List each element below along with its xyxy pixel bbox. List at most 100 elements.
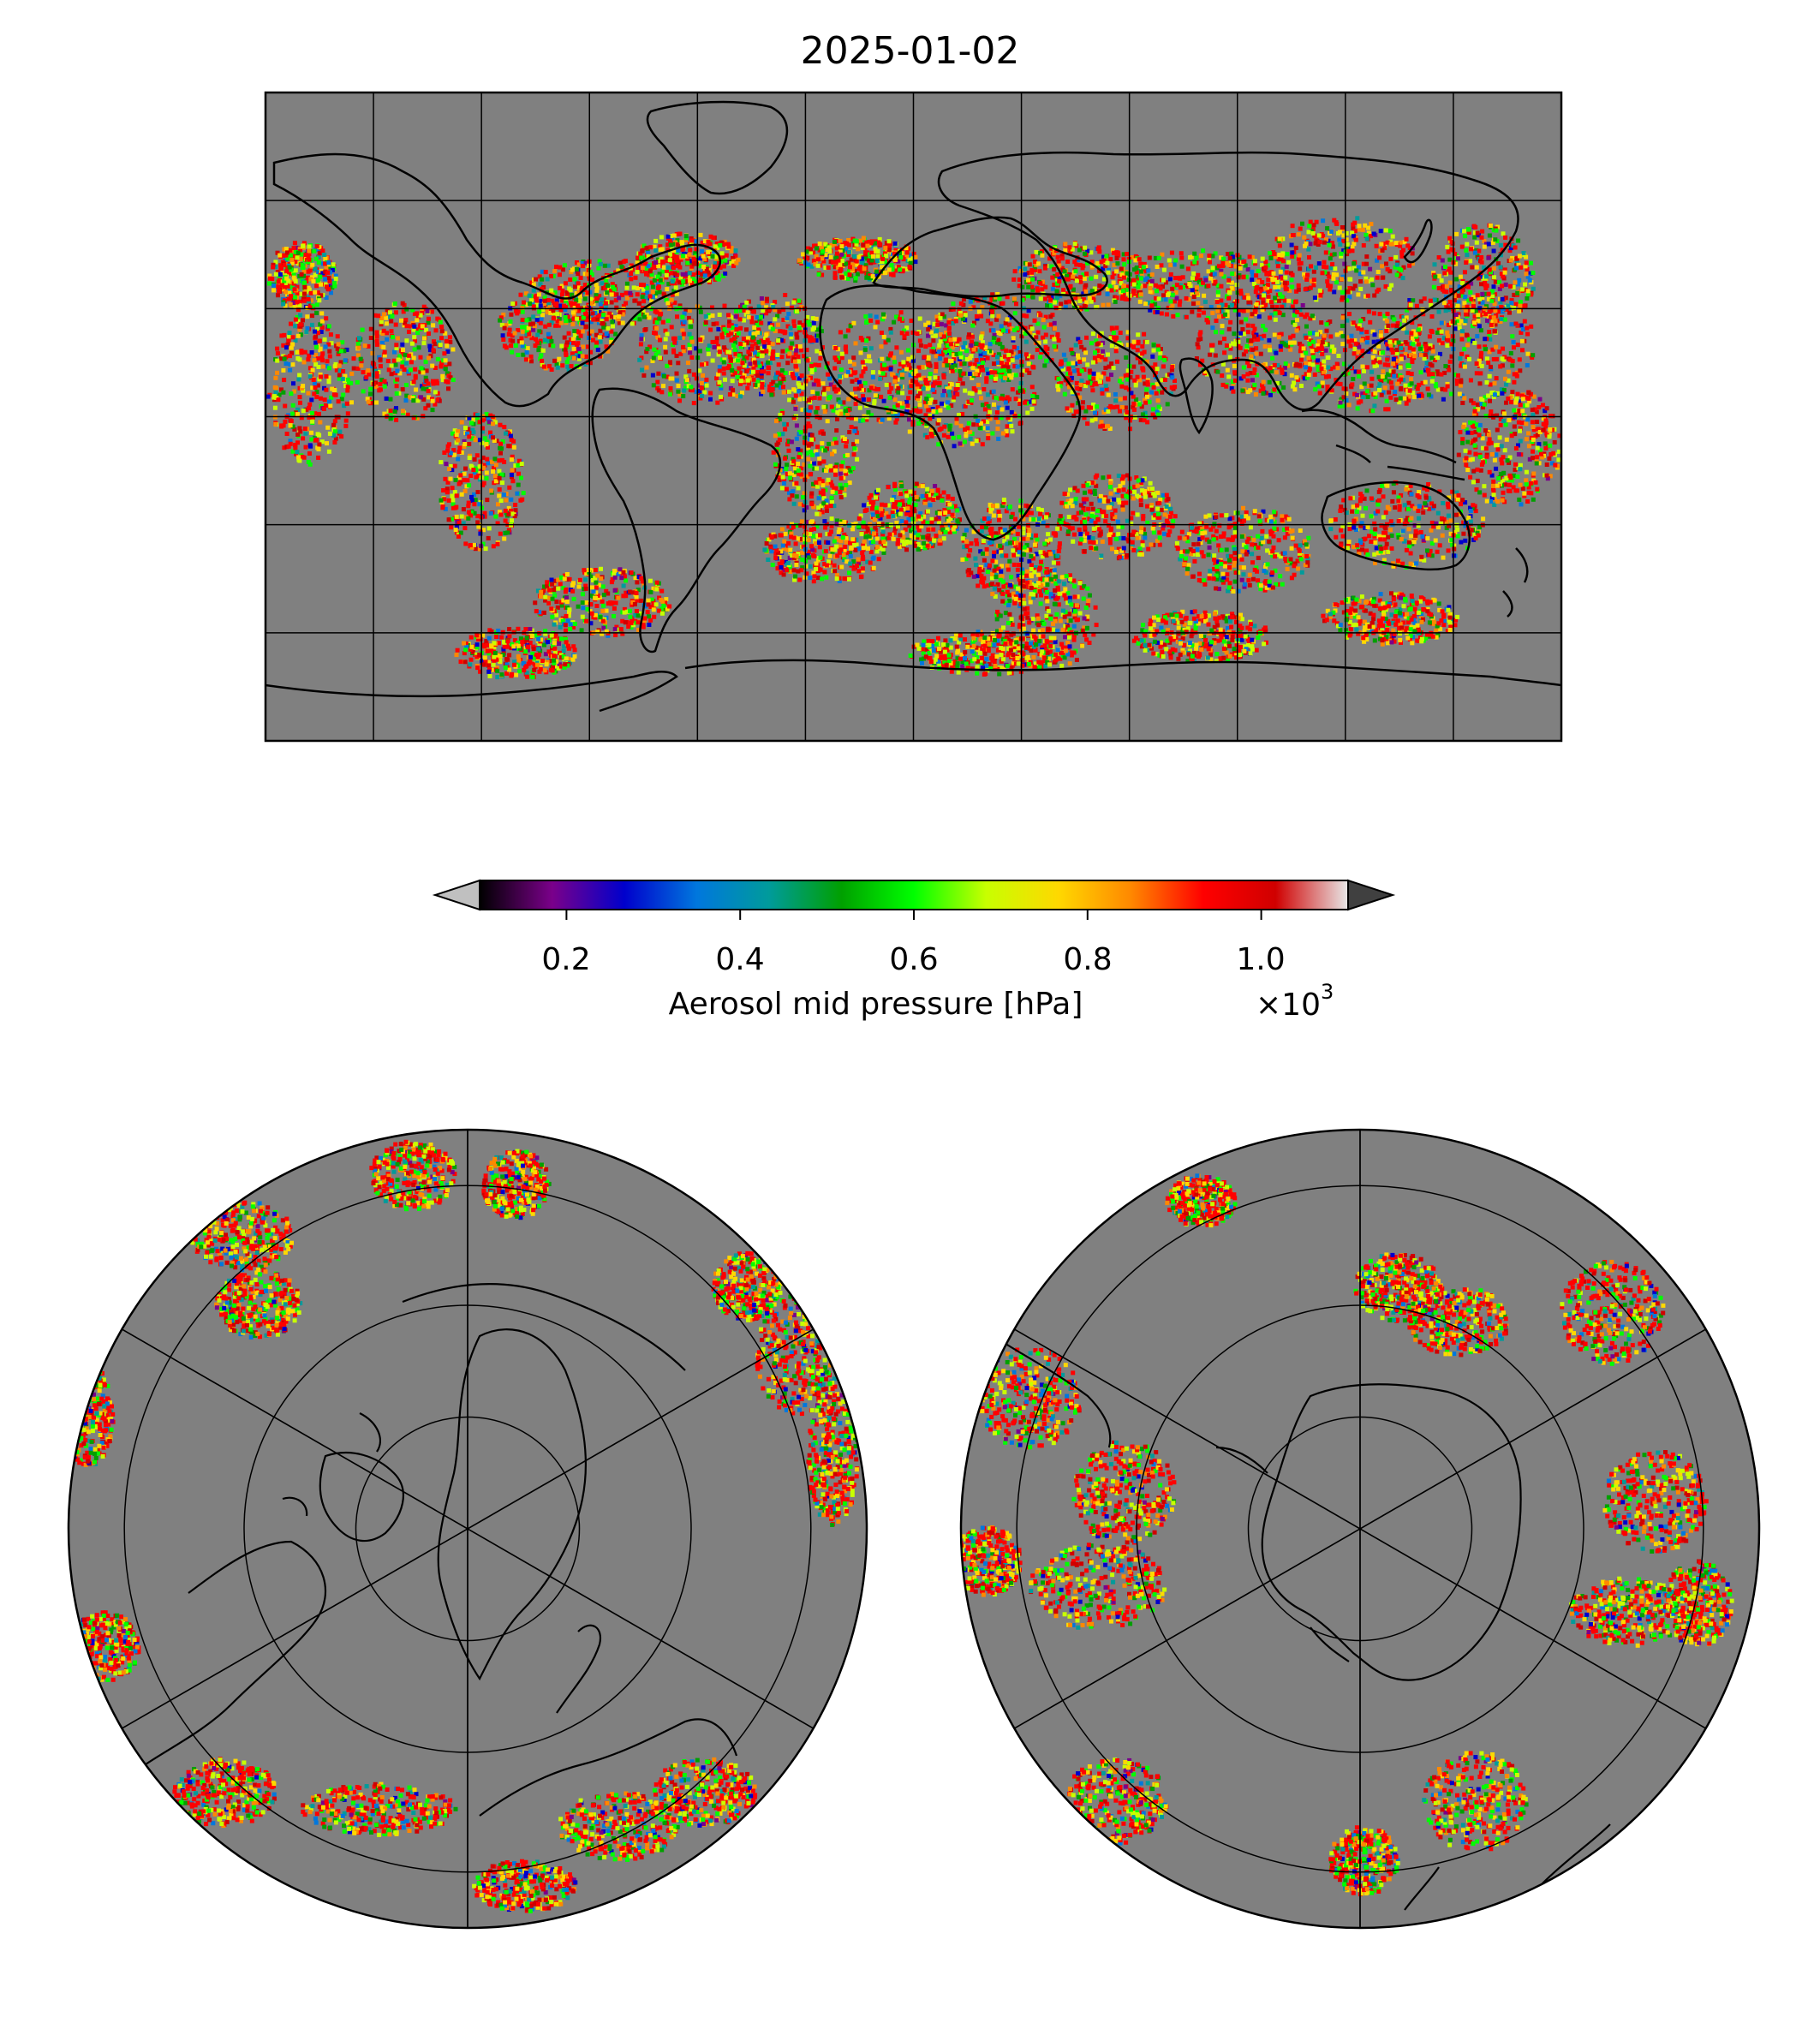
global-aerosol-pixel <box>1259 289 1264 294</box>
global-aerosol-pixel <box>833 464 838 469</box>
global-aerosol-pixel <box>1243 263 1248 268</box>
global-aerosol-pixel <box>1099 355 1104 360</box>
global-aerosol-pixel <box>554 265 558 269</box>
global-aerosol-pixel <box>297 327 302 332</box>
global-aerosol-pixel <box>1177 302 1182 307</box>
global-aerosol-pixel <box>797 344 803 349</box>
global-aerosol-pixel <box>853 427 858 431</box>
global-aerosol-pixel <box>830 489 835 494</box>
global-aerosol-pixel <box>1305 375 1310 380</box>
global-aerosol-pixel <box>1150 300 1155 304</box>
global-aerosol-pixel <box>508 319 513 324</box>
global-aerosol-pixel <box>976 382 981 387</box>
global-aerosol-pixel <box>687 331 692 337</box>
global-aerosol-pixel <box>868 318 874 323</box>
global-aerosol-pixel <box>1226 289 1232 295</box>
global-aerosol-pixel <box>310 410 315 415</box>
global-aerosol-pixel <box>812 367 817 373</box>
global-aerosol-pixel <box>524 302 529 307</box>
global-aerosol-pixel <box>474 474 479 480</box>
global-aerosol-pixel <box>1209 343 1214 348</box>
global-aerosol-pixel <box>783 293 788 297</box>
global-aerosol-pixel <box>843 334 848 339</box>
global-aerosol-pixel <box>910 379 916 384</box>
global-aerosol-pixel <box>923 322 928 327</box>
global-aerosol-pixel <box>999 396 1004 401</box>
global-aerosol-pixel <box>948 307 953 312</box>
global-aerosol-pixel <box>908 373 913 378</box>
global-aerosol-pixel <box>1328 266 1334 271</box>
global-aerosol-pixel <box>1009 423 1014 428</box>
global-aerosol-pixel <box>394 343 399 348</box>
global-aerosol-pixel <box>895 377 900 382</box>
global-aerosol-pixel <box>923 344 928 349</box>
global-aerosol-pixel <box>824 365 829 370</box>
global-aerosol-pixel <box>291 381 295 386</box>
global-aerosol-pixel <box>293 324 298 329</box>
global-aerosol-pixel <box>780 410 785 415</box>
global-aerosol-pixel <box>1043 314 1048 319</box>
global-aerosol-pixel <box>896 390 901 395</box>
global-aerosol-pixel <box>820 510 825 515</box>
global-aerosol-pixel <box>531 327 536 332</box>
global-aerosol-pixel <box>1123 405 1128 410</box>
global-aerosol-pixel <box>1088 379 1093 384</box>
global-aerosol-pixel <box>400 387 405 392</box>
global-aerosol-pixel <box>922 421 927 426</box>
global-aerosol-pixel <box>961 371 966 376</box>
global-aerosol-pixel <box>343 418 349 423</box>
global-aerosol-pixel <box>683 374 689 379</box>
global-aerosol-pixel <box>319 325 325 330</box>
global-aerosol-pixel <box>706 351 711 356</box>
global-aerosol-pixel <box>349 371 355 376</box>
global-aerosol-pixel <box>933 399 938 404</box>
global-aerosol-pixel <box>478 471 483 475</box>
global-aerosol-pixel <box>808 463 813 468</box>
global-aerosol-pixel <box>751 367 756 371</box>
global-aerosol-pixel <box>1028 330 1033 335</box>
global-aerosol-pixel <box>951 320 955 325</box>
global-aerosol-pixel <box>530 321 535 326</box>
global-aerosol-pixel <box>376 313 381 319</box>
global-aerosol-pixel <box>887 395 892 400</box>
global-aerosol-pixel <box>401 409 405 414</box>
global-aerosol-pixel <box>575 269 580 274</box>
global-aerosol-pixel <box>834 428 839 433</box>
global-aerosol-pixel <box>462 489 468 493</box>
global-aerosol-pixel <box>1404 236 1409 242</box>
global-aerosol-pixel <box>301 360 307 365</box>
global-aerosol-pixel <box>458 530 463 535</box>
global-aerosol-pixel <box>1119 266 1124 272</box>
global-aerosol-pixel <box>1219 255 1224 260</box>
global-aerosol-pixel <box>1059 364 1065 369</box>
global-aerosol-pixel <box>1147 399 1152 404</box>
global-aerosol-pixel <box>801 385 806 390</box>
global-aerosol-pixel <box>298 400 302 405</box>
global-aerosol-pixel <box>1173 290 1179 295</box>
global-aerosol-pixel <box>935 405 940 410</box>
global-aerosol-pixel <box>1194 277 1199 281</box>
global-aerosol-pixel <box>833 472 838 477</box>
global-aerosol-pixel <box>924 397 929 402</box>
global-aerosol-pixel <box>1331 272 1336 277</box>
global-aerosol-pixel <box>991 328 996 333</box>
global-aerosol-pixel <box>970 391 975 397</box>
global-aerosol-pixel <box>403 318 409 323</box>
global-aerosol-pixel <box>421 304 427 309</box>
global-aerosol-pixel <box>1210 266 1215 271</box>
global-aerosol-pixel <box>1208 305 1214 310</box>
global-aerosol-pixel <box>864 338 869 343</box>
global-aerosol-pixel <box>293 443 298 447</box>
global-aerosol-pixel <box>1280 370 1285 375</box>
global-aerosol-pixel <box>755 315 760 319</box>
global-aerosol-pixel <box>1006 378 1011 382</box>
global-aerosol-pixel <box>1347 295 1352 300</box>
global-aerosol-pixel <box>755 383 759 388</box>
global-aerosol-pixel <box>1277 380 1282 385</box>
global-aerosol-pixel <box>755 379 761 385</box>
global-aerosol-pixel <box>552 311 557 316</box>
global-aerosol-pixel <box>302 349 307 355</box>
global-aerosol-pixel <box>906 356 911 361</box>
global-aerosol-pixel <box>964 349 970 354</box>
global-aerosol-pixel <box>750 343 755 349</box>
